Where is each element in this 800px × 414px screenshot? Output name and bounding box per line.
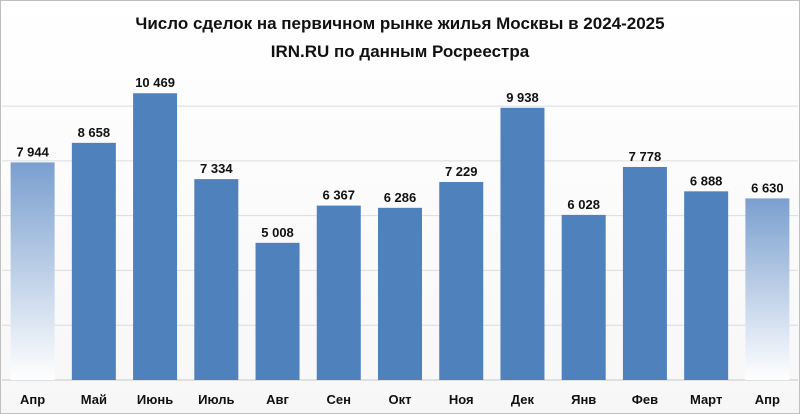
x-tick-label: Март <box>690 392 722 407</box>
bars <box>10 93 790 381</box>
bar <box>194 179 239 380</box>
x-tick-label: Фев <box>632 392 658 407</box>
data-label: 6 028 <box>567 197 600 212</box>
data-label: 6 367 <box>322 188 355 203</box>
bar <box>439 181 484 380</box>
data-label: 10 469 <box>135 75 175 90</box>
x-tick-label: Июнь <box>137 392 173 407</box>
data-label: 5 008 <box>261 225 294 240</box>
bar <box>561 214 606 380</box>
data-label: 6 630 <box>751 180 784 195</box>
bar <box>316 205 361 380</box>
chart-subtitle: IRN.RU по данным Росреестра <box>270 42 530 61</box>
bar <box>500 107 545 380</box>
x-tick-label: Июль <box>198 392 234 407</box>
data-labels: 7 944 8 658 10 469 7 334 5 008 6 367 6 286 7 22… <box>16 75 783 240</box>
x-tick-label: Апр <box>755 392 780 407</box>
x-tick-label: Авг <box>266 392 289 407</box>
bar <box>745 198 790 380</box>
data-label: 8 658 <box>78 125 111 140</box>
data-label: 6 286 <box>384 190 417 205</box>
bar <box>622 166 667 380</box>
chart-title: Число сделок на первичном рынке жилья Мо… <box>135 14 665 33</box>
x-tick-label: Май <box>81 392 107 407</box>
x-tick-label: Ноя <box>449 392 474 407</box>
data-label: 7 334 <box>200 161 233 176</box>
x-axis-ticks: Апр Май Июнь Июль Авг Сен Окт Ноя Дек Янв Фев Март А… <box>20 392 780 407</box>
data-label: 9 938 <box>506 90 539 105</box>
x-tick-label: Янв <box>571 392 596 407</box>
bar <box>71 142 116 380</box>
x-tick-label: Дек <box>511 392 535 407</box>
x-tick-label: Сен <box>327 392 351 407</box>
x-tick-label: Апр <box>20 392 45 407</box>
bar <box>133 93 178 381</box>
data-label: 7 229 <box>445 164 478 179</box>
bar <box>378 207 422 380</box>
data-label: 7 944 <box>16 144 49 159</box>
bar <box>684 191 729 380</box>
data-label: 6 888 <box>690 173 723 188</box>
bar <box>255 242 300 380</box>
x-tick-label: Окт <box>389 392 412 407</box>
bar <box>10 162 55 380</box>
data-label: 7 778 <box>629 149 662 164</box>
